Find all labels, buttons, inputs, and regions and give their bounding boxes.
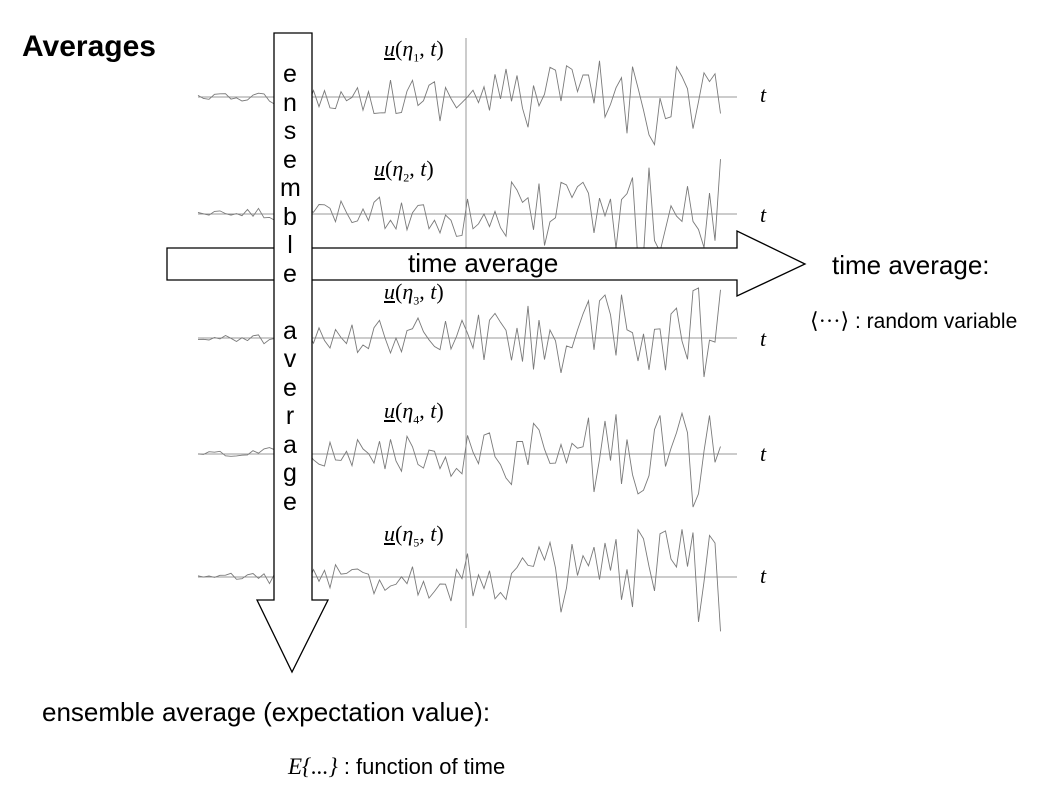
signal-label-3: u(η3, t) <box>384 279 444 308</box>
time-average-arrow <box>166 229 807 298</box>
ensemble-average-arrow <box>255 32 330 674</box>
angle-brackets-symbol: ⟨···⟩ <box>810 308 850 333</box>
time-average-description: : random variable <box>855 310 1018 333</box>
page-title: Averages <box>22 30 156 63</box>
axis-t-label-3: t <box>760 326 767 351</box>
axis-t-label-1: t <box>760 82 767 107</box>
axis-t-label-2: t <box>760 202 767 227</box>
ensemble-average-definition: E{...} : function of time <box>288 754 505 780</box>
axis-t-label-5: t <box>760 563 767 588</box>
signal-label-1: u(η1, t) <box>384 36 444 65</box>
signal-label-2: u(η2, t) <box>374 156 434 185</box>
expectation-symbol: E{...} <box>288 754 338 779</box>
ensemble-average-arrow-label: e n s e m b l e a v e r a g e <box>280 60 301 516</box>
time-average-definition: ⟨···⟩ : random variable <box>810 308 1017 334</box>
time-average-heading: time average: <box>832 250 990 280</box>
ensemble-average-heading: ensemble average (expectation value): <box>42 697 491 727</box>
ensemble-average-description: : function of time <box>343 754 506 779</box>
signal-label-4: u(η4, t) <box>384 398 444 427</box>
signal-label-5: u(η5, t) <box>384 521 444 550</box>
axis-t-label-4: t <box>760 441 767 466</box>
time-average-arrow-label: time average <box>408 248 559 278</box>
